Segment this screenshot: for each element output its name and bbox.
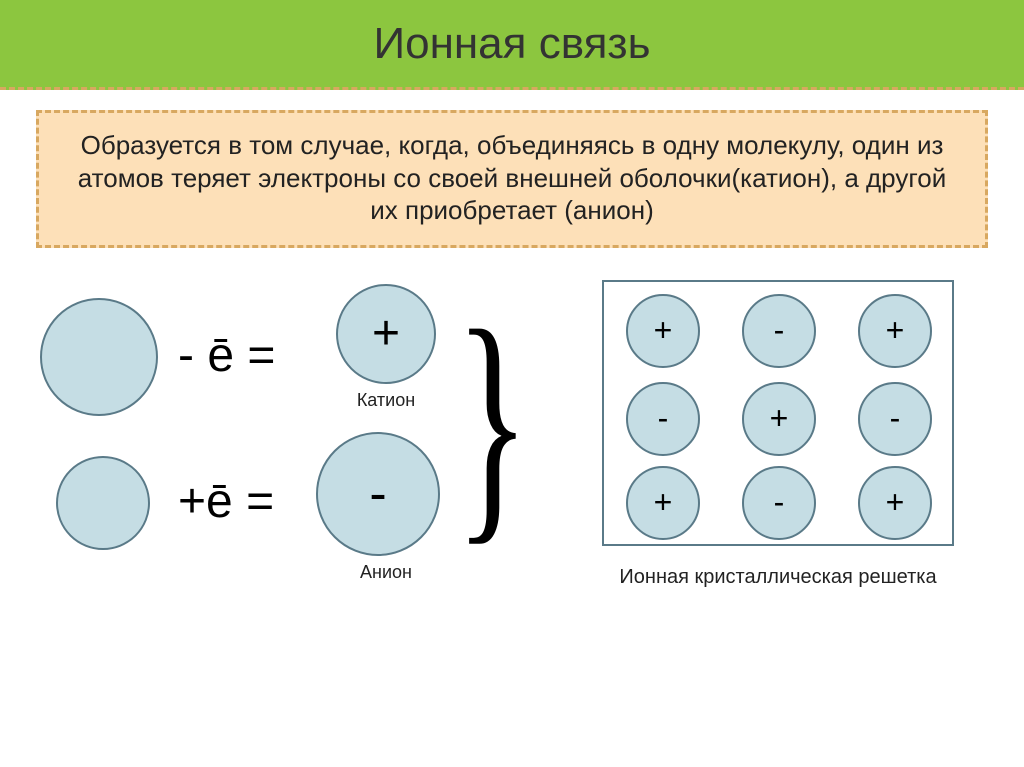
equation-2-operator: +ē = xyxy=(178,474,274,529)
ion-circle-lattice-2: + xyxy=(858,294,932,368)
ion-circle-cation: + xyxy=(336,284,436,384)
curly-brace-icon: } xyxy=(455,292,530,552)
diagram-area: - ē =+Катион+ē =-Анион}+-+-+-+-+Ионная к… xyxy=(0,248,1024,688)
title-bar: Ионная связь xyxy=(0,0,1024,90)
cation-label: Катион xyxy=(336,390,436,411)
ion-circle-lattice-0: + xyxy=(626,294,700,368)
page-title: Ионная связь xyxy=(373,19,650,69)
ion-circle-lattice-8: + xyxy=(858,466,932,540)
equation-1-operator: - ē = xyxy=(178,328,275,383)
ion-circle-lattice-7: - xyxy=(742,466,816,540)
ion-circle-lattice-4: + xyxy=(742,382,816,456)
description-box: Образуется в том случае, когда, объединя… xyxy=(36,110,988,248)
ion-circle-anion: - xyxy=(316,432,440,556)
ion-circle-lattice-1: - xyxy=(742,294,816,368)
ion-circle-neutral-2 xyxy=(56,456,150,550)
lattice-caption: Ионная кристаллическая решетка xyxy=(608,566,948,589)
ion-circle-lattice-6: + xyxy=(626,466,700,540)
ion-circle-lattice-3: - xyxy=(626,382,700,456)
ion-circle-lattice-5: - xyxy=(858,382,932,456)
ion-circle-neutral-1 xyxy=(40,298,158,416)
anion-label: Анион xyxy=(336,562,436,583)
description-text: Образуется в том случае, когда, объединя… xyxy=(78,130,947,225)
